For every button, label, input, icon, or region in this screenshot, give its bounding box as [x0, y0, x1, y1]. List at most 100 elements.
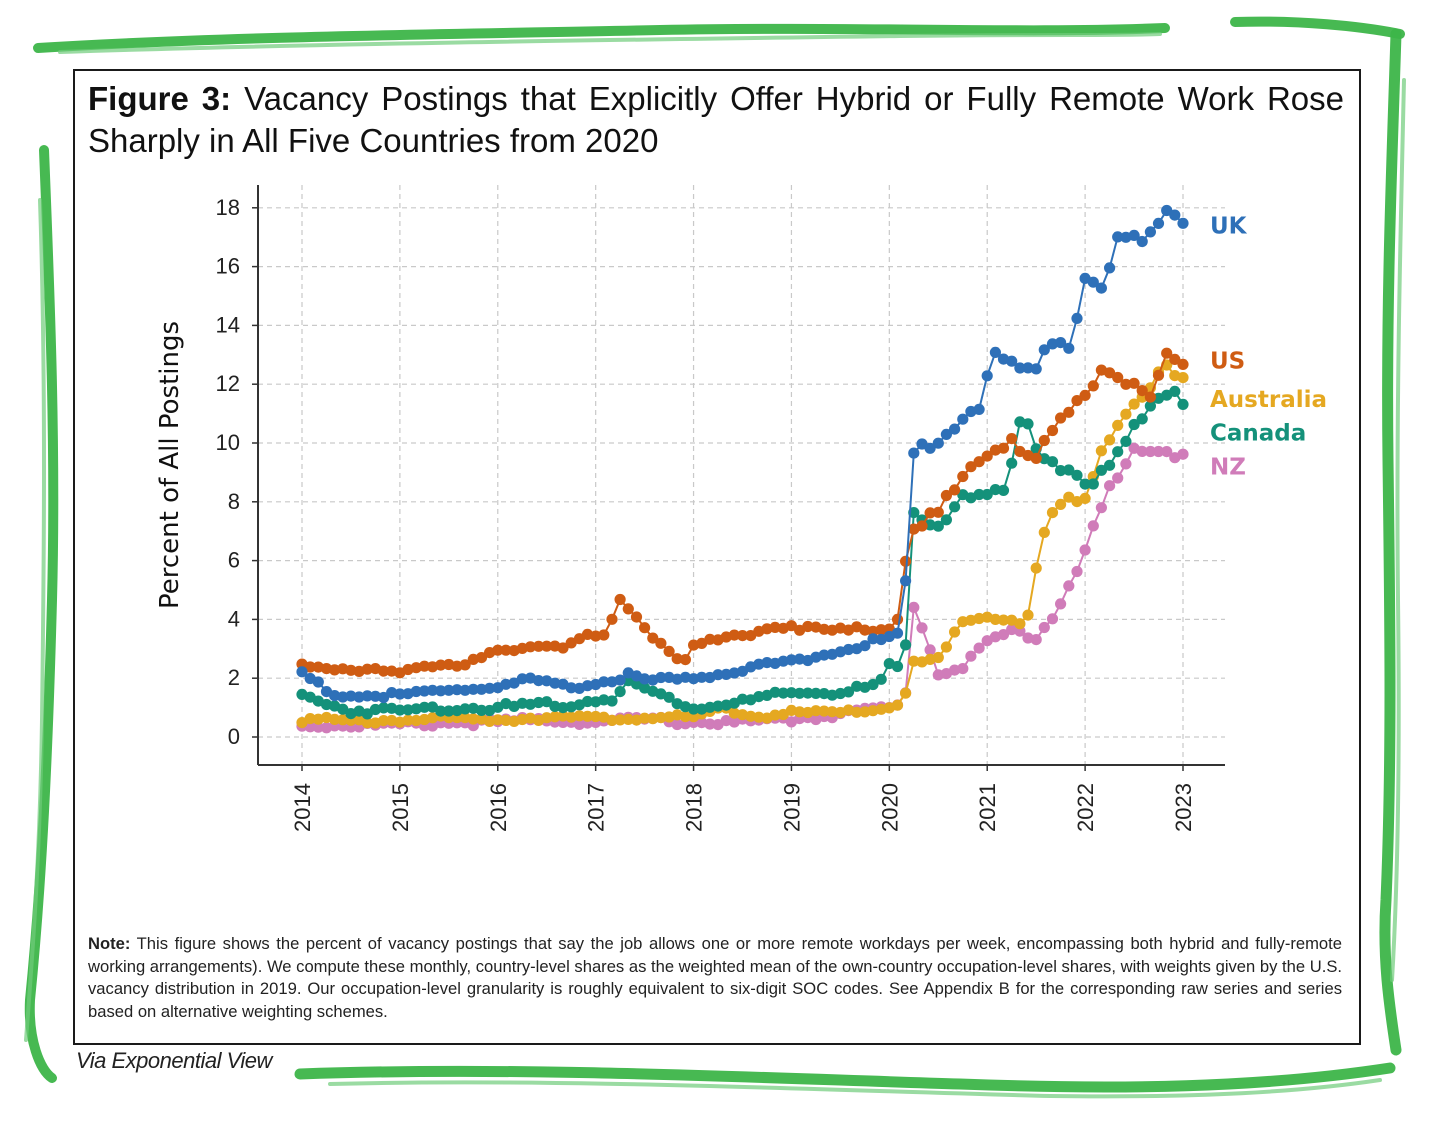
- data-point: [924, 442, 936, 454]
- data-point: [378, 715, 390, 727]
- data-point: [1177, 398, 1189, 410]
- data-point: [598, 629, 610, 641]
- data-point: [981, 450, 993, 462]
- data-point: [1161, 446, 1173, 458]
- data-point: [1030, 452, 1042, 464]
- data-point: [312, 676, 324, 688]
- x-tick-label: 2019: [779, 783, 804, 832]
- data-point: [500, 644, 512, 656]
- data-point: [1128, 418, 1140, 431]
- data-point: [1063, 342, 1075, 354]
- data-point: [769, 686, 781, 698]
- data-point: [361, 663, 373, 675]
- data-point: [859, 640, 871, 652]
- frame-stroke-right-inner: [1390, 78, 1406, 982]
- data-point: [1006, 433, 1018, 445]
- x-tick-label: 2016: [486, 783, 511, 832]
- data-point: [1006, 457, 1018, 469]
- note-label: Note:: [88, 934, 131, 953]
- data-point: [1112, 472, 1124, 484]
- data-point: [997, 484, 1010, 496]
- data-point: [410, 685, 422, 698]
- data-point: [785, 620, 798, 632]
- data-point: [1022, 609, 1034, 621]
- data-point: [851, 706, 863, 718]
- data-point: [1152, 445, 1165, 458]
- data-point: [1030, 363, 1042, 375]
- data-point: [1087, 478, 1099, 490]
- data-point: [1169, 209, 1181, 221]
- data-point: [418, 660, 430, 672]
- data-point: [500, 678, 512, 690]
- data-point: [1120, 458, 1132, 470]
- data-point: [361, 690, 373, 702]
- data-point: [900, 639, 912, 651]
- series-us: [296, 347, 1189, 679]
- data-point: [1079, 544, 1091, 556]
- data-point: [891, 699, 904, 711]
- data-point: [1006, 355, 1018, 367]
- data-point: [614, 674, 626, 686]
- data-point: [541, 696, 553, 708]
- data-point: [1161, 347, 1173, 359]
- data-point: [639, 673, 651, 685]
- data-point: [916, 520, 928, 532]
- data-point: [418, 701, 430, 713]
- series-canada: [296, 385, 1189, 720]
- data-point: [842, 643, 855, 656]
- data-point: [1087, 276, 1099, 288]
- chart-series: [296, 204, 1189, 734]
- data-point: [973, 488, 985, 501]
- data-point: [467, 683, 479, 695]
- data-point: [1063, 406, 1075, 418]
- data-point: [785, 654, 798, 666]
- data-point: [965, 650, 977, 662]
- data-point: [630, 611, 643, 623]
- data-point: [891, 613, 904, 625]
- y-tick-label: 0: [228, 724, 240, 749]
- data-point: [802, 620, 814, 633]
- data-point: [867, 633, 879, 645]
- data-point: [337, 691, 349, 703]
- data-point: [1063, 491, 1075, 503]
- chart-axes: 0 2 4 6 8 10 12 14 16 18 2014 2015 2016 2017 2018 2019 2…: [216, 185, 1225, 832]
- data-point: [769, 621, 781, 633]
- data-point: [1014, 618, 1026, 630]
- data-point: [557, 710, 569, 722]
- data-point: [394, 688, 406, 700]
- x-tick-label: 2014: [290, 783, 315, 832]
- data-point: [1177, 217, 1189, 229]
- data-point: [533, 640, 545, 652]
- data-point: [516, 673, 528, 685]
- data-point: [957, 413, 969, 425]
- data-point: [818, 705, 830, 717]
- x-tick-label: 2015: [388, 783, 413, 832]
- figure-label: Figure 3:: [88, 80, 232, 117]
- data-point: [810, 687, 822, 700]
- data-point: [459, 659, 471, 671]
- data-point: [753, 711, 765, 723]
- data-point: [900, 575, 912, 587]
- series-uk: [296, 204, 1189, 704]
- data-point: [1136, 445, 1148, 457]
- data-point: [794, 706, 806, 718]
- data-point: [378, 702, 390, 714]
- data-point: [932, 506, 944, 518]
- data-point: [312, 721, 324, 733]
- data-point: [981, 488, 993, 501]
- figure-note: Note: This figure shows the percent of v…: [88, 933, 1342, 1023]
- series-label-us: US: [1210, 349, 1245, 375]
- data-point: [736, 693, 749, 705]
- data-point: [875, 673, 887, 685]
- data-point: [981, 370, 993, 382]
- data-point: [826, 706, 838, 718]
- data-point: [989, 346, 1002, 358]
- series-label-uk: UK: [1210, 213, 1248, 239]
- data-point: [590, 710, 602, 723]
- frame-stroke-top: [33, 16, 1405, 53]
- data-point: [924, 507, 936, 519]
- data-point: [1030, 634, 1042, 646]
- data-point: [891, 627, 904, 639]
- data-point: [671, 718, 683, 731]
